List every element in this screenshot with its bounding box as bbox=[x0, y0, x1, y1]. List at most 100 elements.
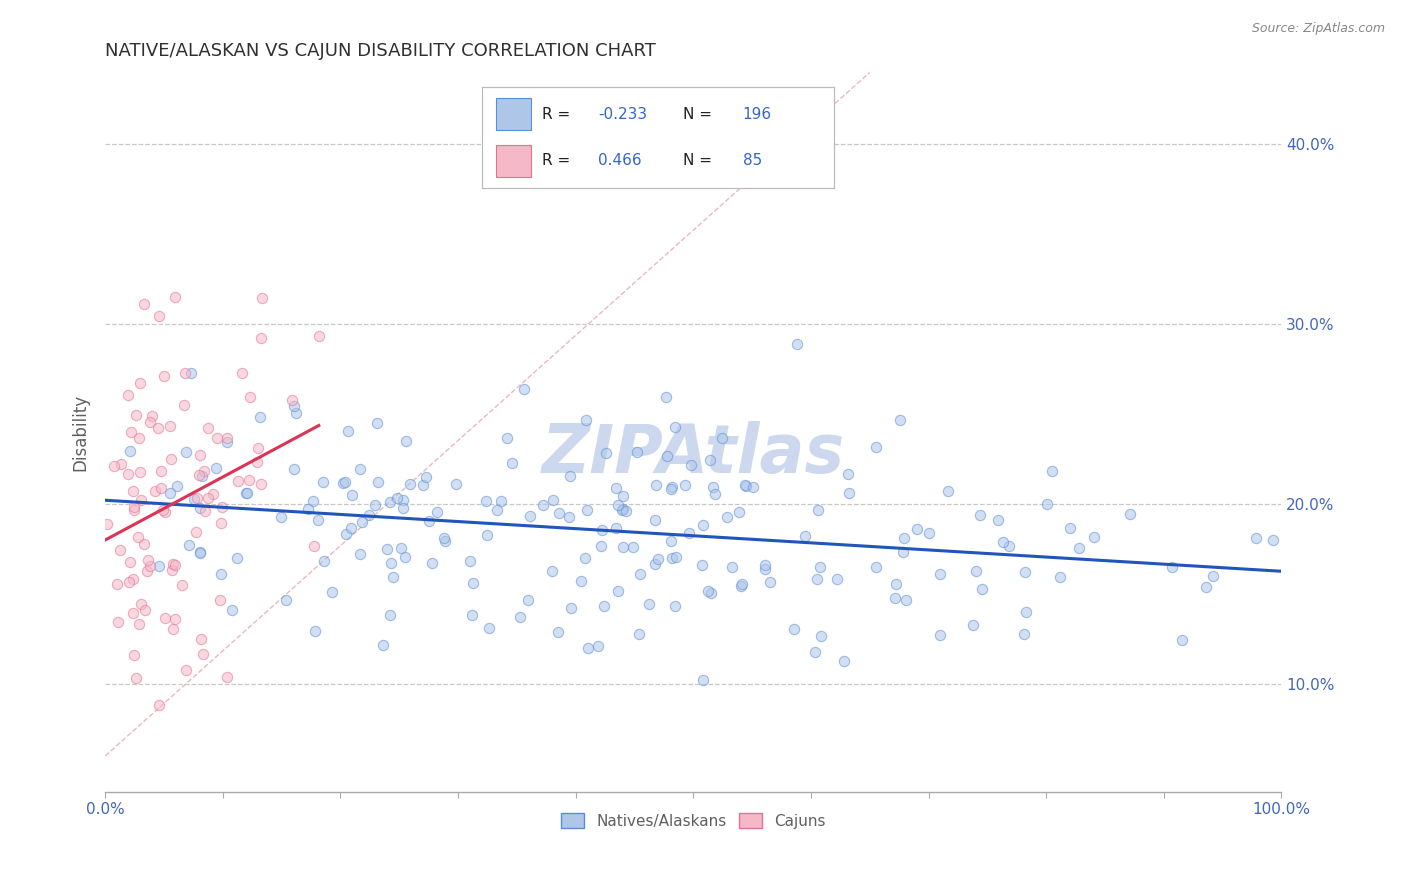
Point bbox=[191, 648, 214, 662]
Point bbox=[217, 435, 239, 450]
Point bbox=[173, 398, 195, 412]
Point bbox=[644, 513, 666, 527]
Point bbox=[139, 415, 162, 429]
Point bbox=[808, 559, 831, 574]
Point bbox=[972, 582, 994, 596]
Point bbox=[547, 506, 569, 520]
Point bbox=[461, 608, 484, 623]
Point bbox=[659, 534, 682, 549]
Point bbox=[575, 413, 598, 427]
Point bbox=[728, 505, 751, 519]
Point bbox=[118, 556, 141, 570]
Point bbox=[474, 494, 496, 508]
Point bbox=[446, 477, 468, 491]
Point bbox=[893, 532, 915, 546]
Point bbox=[340, 488, 363, 502]
Point bbox=[704, 486, 727, 500]
Point bbox=[865, 559, 887, 574]
Point bbox=[394, 549, 416, 564]
Point bbox=[987, 513, 1010, 527]
Point bbox=[359, 508, 381, 522]
Point bbox=[997, 539, 1019, 553]
Point bbox=[560, 601, 582, 615]
Point bbox=[202, 487, 225, 501]
Point bbox=[285, 406, 308, 420]
Point bbox=[1059, 521, 1081, 535]
Point bbox=[193, 464, 215, 478]
Point bbox=[128, 616, 150, 631]
Point bbox=[458, 554, 481, 568]
Point bbox=[250, 291, 273, 305]
Point bbox=[238, 473, 260, 487]
Point bbox=[501, 456, 523, 470]
Point bbox=[127, 530, 149, 544]
Point bbox=[889, 413, 911, 427]
Point bbox=[302, 539, 325, 553]
Point bbox=[794, 529, 817, 543]
Point bbox=[150, 481, 173, 495]
Point bbox=[415, 469, 437, 483]
Point bbox=[197, 491, 219, 505]
Point bbox=[247, 441, 270, 455]
Point bbox=[281, 392, 304, 407]
Point bbox=[333, 475, 356, 490]
Point bbox=[391, 493, 413, 508]
Point bbox=[884, 577, 907, 591]
Point bbox=[433, 531, 456, 545]
Point bbox=[304, 624, 326, 639]
Point bbox=[336, 424, 359, 438]
Point bbox=[918, 525, 941, 540]
Point bbox=[146, 420, 169, 434]
Point bbox=[731, 577, 754, 591]
Point bbox=[380, 495, 402, 509]
Point bbox=[754, 562, 776, 576]
Point bbox=[595, 446, 617, 460]
Point bbox=[188, 448, 211, 462]
Point bbox=[143, 484, 166, 499]
Point bbox=[1036, 497, 1059, 511]
Point bbox=[121, 573, 143, 587]
Point bbox=[235, 485, 257, 500]
Point bbox=[375, 542, 398, 557]
Text: ZIPAtlas: ZIPAtlas bbox=[541, 421, 845, 487]
Point bbox=[586, 639, 609, 653]
Point bbox=[340, 521, 363, 535]
Point bbox=[122, 500, 145, 514]
Point bbox=[245, 455, 267, 469]
Point bbox=[159, 418, 181, 433]
Point bbox=[312, 475, 335, 489]
Point bbox=[754, 558, 776, 573]
Point bbox=[215, 670, 238, 684]
Legend: Natives/Alaskans, Cajuns: Natives/Alaskans, Cajuns bbox=[555, 806, 831, 835]
Point bbox=[103, 459, 125, 474]
Point bbox=[837, 467, 859, 481]
Point bbox=[231, 367, 253, 381]
Point bbox=[591, 523, 613, 537]
Point bbox=[204, 461, 226, 475]
Point bbox=[159, 451, 181, 466]
Point bbox=[412, 478, 434, 492]
Point bbox=[307, 513, 329, 527]
Point bbox=[283, 399, 305, 413]
Point bbox=[496, 431, 519, 445]
Point bbox=[477, 621, 499, 635]
Point bbox=[647, 552, 669, 566]
Point bbox=[659, 482, 682, 496]
Point bbox=[221, 603, 243, 617]
Point bbox=[1012, 627, 1035, 641]
Point bbox=[96, 517, 118, 532]
Point bbox=[969, 508, 991, 522]
Point bbox=[392, 500, 415, 515]
Point bbox=[163, 289, 186, 303]
Point bbox=[188, 546, 211, 560]
Point bbox=[131, 597, 153, 611]
Point bbox=[991, 534, 1014, 549]
Point bbox=[541, 492, 564, 507]
Point bbox=[654, 390, 676, 404]
Point bbox=[690, 558, 713, 572]
Point bbox=[332, 475, 354, 490]
Point bbox=[962, 617, 984, 632]
Point bbox=[128, 431, 150, 445]
Point bbox=[301, 494, 323, 508]
Point bbox=[190, 468, 212, 483]
